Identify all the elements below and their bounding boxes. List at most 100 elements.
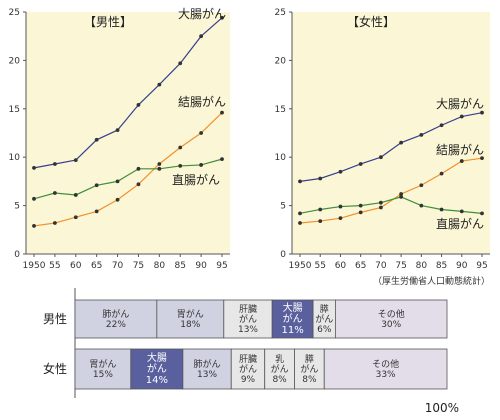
bar-segment xyxy=(223,299,273,339)
bar-segment xyxy=(334,299,448,339)
bar-segment xyxy=(230,348,266,390)
segment-label: 14% xyxy=(146,375,168,386)
data-point xyxy=(298,179,302,184)
male-line-chart: 0 5 10 15 20 25 1950 55 60 65 70 75 80 85 90 95 【男性】 大腸がん… xyxy=(9,6,230,271)
series-label: 大腸がん xyxy=(178,6,226,21)
y-tick-label: 25 xyxy=(9,8,20,18)
data-point xyxy=(399,194,404,199)
data-point xyxy=(439,171,444,176)
series-line-3 xyxy=(33,158,223,200)
segment-label: がん xyxy=(239,363,257,375)
series-label: 大腸がん xyxy=(436,96,484,111)
data-point xyxy=(199,131,204,135)
data-point xyxy=(378,155,383,160)
data-point xyxy=(480,156,484,161)
data-point xyxy=(298,221,302,225)
bar-segment xyxy=(130,348,184,390)
data-point xyxy=(52,191,57,195)
segment-label: 大腸 xyxy=(283,301,303,314)
segment-label: 9% xyxy=(241,375,256,385)
data-point xyxy=(358,162,363,166)
female-line-chart: 0 5 10 15 20 25 1950 55 60 65 70 75 80 85 90 95 【女性】大腸がん… xyxy=(275,8,490,271)
series-line-1 xyxy=(299,112,483,182)
data-point xyxy=(318,207,323,212)
y-tick-label: 25 xyxy=(275,8,286,18)
x-tick-label: 85 xyxy=(436,261,447,271)
data-point xyxy=(338,204,343,209)
data-point xyxy=(439,207,444,212)
data-point xyxy=(32,165,36,170)
data-point xyxy=(157,162,162,166)
data-point xyxy=(358,203,363,208)
y-tick-label: 5 xyxy=(280,202,286,212)
data-point xyxy=(459,159,464,163)
x-tick-label: 55 xyxy=(49,261,60,271)
data-point xyxy=(439,123,444,128)
segment-label: 肺がん xyxy=(194,358,221,370)
scale-label: 100% xyxy=(425,401,459,415)
data-point xyxy=(115,128,120,132)
data-point xyxy=(220,15,224,20)
segment-label: その他 xyxy=(372,358,399,370)
x-tick-label: 60 xyxy=(70,261,82,271)
data-point xyxy=(220,157,224,162)
bar-segment xyxy=(182,348,232,390)
x-tick-label: 1950 xyxy=(289,261,312,271)
chart-title: 【男性】 xyxy=(84,15,132,29)
segment-label: がん xyxy=(239,313,257,325)
data-point xyxy=(358,210,363,215)
segment-label: 8% xyxy=(302,375,317,385)
data-point xyxy=(318,219,323,223)
data-point xyxy=(157,166,162,171)
data-point xyxy=(115,179,120,184)
bar-segment xyxy=(74,348,132,390)
y-tick-label: 15 xyxy=(275,105,286,115)
segment-label: 大腸 xyxy=(147,351,167,364)
segment-label: 胃がん xyxy=(89,358,116,370)
data-point xyxy=(32,224,36,228)
y-tick-label: 5 xyxy=(14,202,20,212)
x-tick-label: 55 xyxy=(314,261,325,271)
y-tick-label: 10 xyxy=(9,153,21,163)
y-tick-label: 0 xyxy=(14,250,20,260)
data-point xyxy=(378,205,383,210)
plot-background xyxy=(26,12,230,254)
y-tick-label: 20 xyxy=(9,56,21,66)
plot-background xyxy=(292,12,490,254)
x-tick-label: 80 xyxy=(416,261,428,271)
segment-label: 15% xyxy=(93,370,113,380)
data-point xyxy=(32,196,36,201)
data-point xyxy=(419,133,424,137)
data-point xyxy=(115,197,120,202)
segment-label: 13% xyxy=(197,370,217,380)
x-tick-label: 65 xyxy=(91,261,102,271)
x-tick-label: 60 xyxy=(335,261,347,271)
bar-segment xyxy=(74,299,158,339)
data-point xyxy=(480,110,484,115)
data-point xyxy=(480,211,484,216)
stacked-bar-chart: 男性 肺がん22%胃がん18%肝臓がん13%大腸がん11%膵がん6%その他30%女… xyxy=(43,288,459,415)
data-point xyxy=(157,82,162,87)
segment-label: 胃がん xyxy=(177,308,204,320)
data-point xyxy=(178,145,183,150)
data-point xyxy=(378,200,383,205)
segment-label: がん xyxy=(315,313,333,325)
y-tick-label: 15 xyxy=(9,105,20,115)
data-point xyxy=(94,137,99,142)
segment-label: 6% xyxy=(317,325,332,335)
x-tick-label: 70 xyxy=(112,261,124,271)
data-point xyxy=(199,163,204,167)
data-point xyxy=(136,103,141,107)
data-point xyxy=(136,166,141,171)
series-label: 結腸がん xyxy=(178,94,226,109)
series-label: 直腸がん xyxy=(172,172,220,187)
chart-title: 【女性】 xyxy=(347,14,395,29)
segment-label: 30% xyxy=(381,320,401,330)
x-tick-label: 75 xyxy=(133,261,144,271)
data-point xyxy=(73,158,78,163)
segment-label: 11% xyxy=(282,325,304,336)
bar-segment xyxy=(264,348,295,390)
segment-label: 膵 xyxy=(320,304,329,315)
segment-label: 13% xyxy=(238,325,258,335)
